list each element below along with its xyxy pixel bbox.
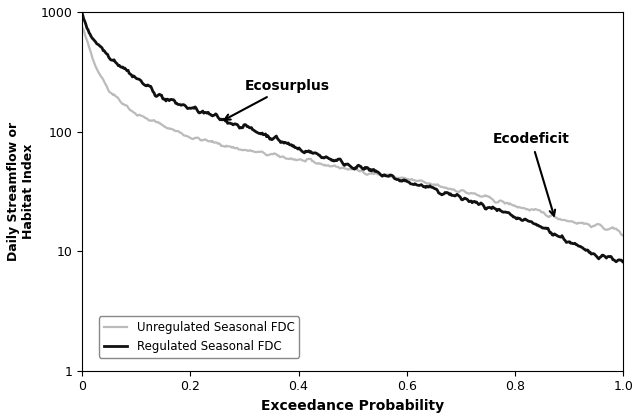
Unregulated Seasonal FDC (335, 165, 343, 170)
Legend: Unregulated Seasonal FDC, Regulated Seasonal FDC: Unregulated Seasonal FDC, Regulated Seas… (99, 316, 299, 358)
Regulated Seasonal FDC (612, 259, 620, 264)
Regulated Seasonal FDC (371, 169, 379, 174)
Text: Ecodeficit: Ecodeficit (493, 132, 570, 216)
Regulated Seasonal FDC (619, 259, 627, 264)
Line: Unregulated Seasonal FDC: Unregulated Seasonal FDC (83, 28, 623, 235)
Regulated Seasonal FDC (400, 177, 408, 182)
Line: Regulated Seasonal FDC: Regulated Seasonal FDC (83, 15, 623, 262)
Y-axis label: Daily Streamflow or
Habitat Index: Daily Streamflow or Habitat Index (7, 122, 35, 261)
Unregulated Seasonal FDC (605, 226, 613, 231)
Regulated Seasonal FDC (79, 12, 86, 17)
Unregulated Seasonal FDC (339, 165, 346, 171)
Unregulated Seasonal FDC (619, 233, 627, 238)
Unregulated Seasonal FDC (371, 171, 379, 176)
Regulated Seasonal FDC (339, 160, 346, 165)
Unregulated Seasonal FDC (522, 206, 529, 211)
Text: Ecosurplus: Ecosurplus (225, 79, 330, 120)
Unregulated Seasonal FDC (400, 175, 408, 180)
X-axis label: Exceedance Probability: Exceedance Probability (261, 399, 444, 413)
Regulated Seasonal FDC (335, 157, 343, 162)
Regulated Seasonal FDC (605, 255, 613, 260)
Regulated Seasonal FDC (522, 217, 529, 222)
Unregulated Seasonal FDC (79, 26, 86, 31)
